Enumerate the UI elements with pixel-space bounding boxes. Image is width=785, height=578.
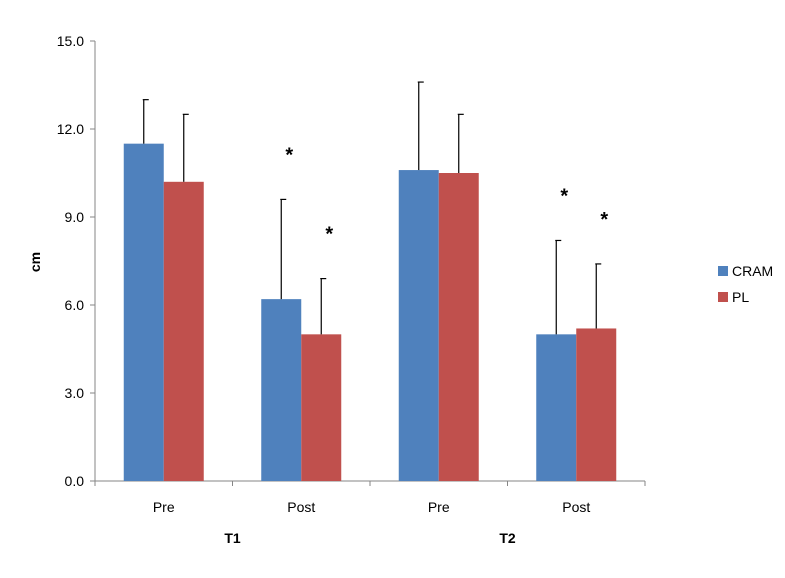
bar	[123, 143, 164, 481]
legend: CRAM PL	[718, 263, 773, 305]
legend-swatch	[718, 266, 728, 276]
bar	[438, 173, 479, 481]
y-tick-label: 6.0	[65, 297, 85, 313]
y-axis-label: cm	[27, 252, 43, 272]
significance-asterisk: *	[325, 224, 333, 246]
bar	[398, 170, 439, 482]
bar	[261, 299, 302, 481]
y-tick-label: 15.0	[57, 33, 84, 49]
x-tick-label: Post	[562, 499, 590, 515]
y-tick-label: 9.0	[65, 209, 85, 225]
y-tick-label: 0.0	[65, 473, 85, 489]
y-tick-label: 3.0	[65, 385, 85, 401]
bar	[301, 334, 342, 481]
legend-label: CRAM	[732, 263, 773, 279]
bar	[163, 181, 204, 482]
legend-label: PL	[732, 289, 749, 305]
bar	[576, 328, 617, 481]
x-group-label: T2	[499, 530, 516, 546]
plot-area: 0.0 3.0 6.0 9.0 12.0 15.0 Pre Post Pre Post T1 T2 * *…	[57, 33, 646, 546]
significance-asterisk: *	[600, 209, 608, 231]
x-group-label: T1	[224, 530, 241, 546]
significance-asterisk: *	[560, 185, 568, 207]
x-tick-label: Pre	[428, 499, 450, 515]
significance-asterisk: *	[285, 144, 293, 166]
y-tick-label: 12.0	[57, 121, 84, 137]
x-tick-label: Pre	[153, 499, 175, 515]
x-tick-label: Post	[287, 499, 315, 515]
legend-swatch	[718, 292, 728, 302]
bar	[536, 334, 577, 481]
